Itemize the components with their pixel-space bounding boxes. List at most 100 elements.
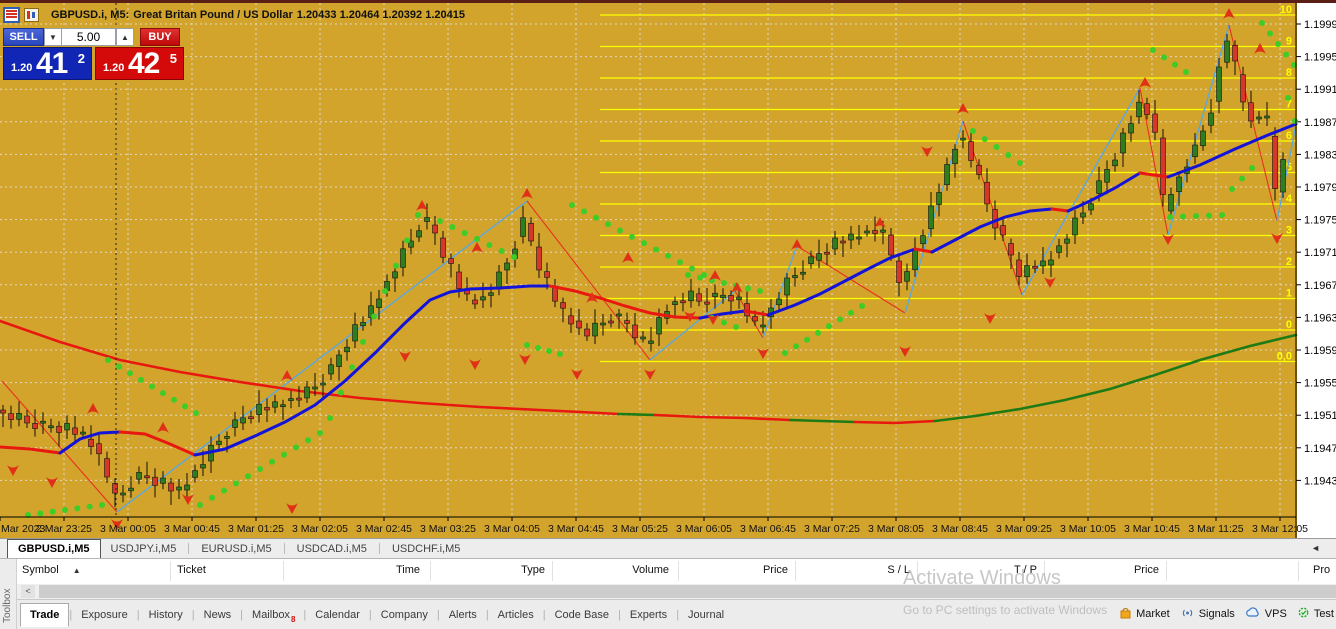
quotes-table-icon[interactable] bbox=[3, 7, 20, 23]
fractal-arrows-layer bbox=[7, 8, 1283, 530]
chart-tab-usdcad-i-m5[interactable]: USDCAD.i,M5 bbox=[296, 542, 367, 555]
svg-text:1.19510: 1.19510 bbox=[1304, 410, 1336, 422]
status-bar-items: Market Signals VPS Test bbox=[1119, 599, 1334, 629]
toolbox-tab-mailbox[interactable]: Mailbox 8 bbox=[252, 609, 296, 624]
toolbox-tab-exposure[interactable]: Exposure bbox=[81, 609, 128, 621]
trade-table-header: Symbol ▲ Ticket Time Type Volume Price S / L T /… bbox=[17, 559, 1336, 585]
scrollbar-thumb[interactable] bbox=[39, 585, 1336, 598]
volume-dropdown-button[interactable]: ▼ bbox=[44, 28, 62, 46]
status-signals[interactable]: Signals bbox=[1180, 607, 1235, 622]
column-header-pro[interactable]: Pro bbox=[1313, 564, 1331, 576]
column-divider bbox=[917, 561, 918, 581]
horizontal-scrollbar[interactable]: < bbox=[17, 584, 1336, 599]
svg-text:9: 9 bbox=[1286, 36, 1292, 48]
chart-tabs-scroll-icon[interactable]: ◄ bbox=[1311, 543, 1320, 553]
tab-separator bbox=[283, 543, 285, 554]
svg-text:1.19550: 1.19550 bbox=[1304, 378, 1336, 390]
chart-tab-gbpusd-i-m5[interactable]: GBPUSD.i,M5 bbox=[7, 539, 101, 558]
toolbox-tab-bar: Trade | Exposure | History | News | Mailbox 8 | Cal… bbox=[17, 599, 1336, 629]
status-label: Signals bbox=[1198, 608, 1235, 620]
toolbox-tab-company[interactable]: Company bbox=[380, 609, 428, 621]
chart-tab-usdchf-i-m5[interactable]: USDCHF.i,M5 bbox=[391, 542, 461, 555]
tab-separator: | bbox=[136, 609, 140, 621]
column-header-symbol[interactable]: Symbol ▲ bbox=[22, 564, 81, 576]
status-vps[interactable]: VPS bbox=[1245, 606, 1287, 622]
status-market[interactable]: Market bbox=[1119, 606, 1170, 622]
svg-text:1.19790: 1.19790 bbox=[1304, 182, 1336, 194]
tab-separator bbox=[378, 543, 380, 554]
svg-text:5: 5 bbox=[1286, 162, 1292, 174]
status-label: Market bbox=[1136, 608, 1170, 620]
svg-text:7: 7 bbox=[1286, 99, 1292, 111]
toolbox-tab-trade[interactable]: Trade bbox=[20, 603, 70, 627]
chart-canvas[interactable]: 1.19990 1.19950 1.19910 1.19870 1.19830 1.197… bbox=[0, 3, 1336, 538]
toolbox-tab-experts[interactable]: Experts bbox=[629, 609, 668, 621]
market-bag-icon bbox=[1119, 606, 1132, 622]
toolbox-side-strip[interactable]: Toolbox bbox=[0, 559, 17, 629]
toolbox-tab-articles[interactable]: Articles bbox=[497, 609, 534, 621]
svg-text:Mar 2023: Mar 2023 bbox=[1, 523, 46, 535]
tab-separator: | bbox=[485, 609, 489, 621]
svg-text:1.19950: 1.19950 bbox=[1304, 52, 1336, 64]
column-header-t-p[interactable]: T / P bbox=[1013, 564, 1037, 576]
column-divider bbox=[552, 561, 553, 581]
column-header-s-l[interactable]: S / L bbox=[887, 564, 910, 576]
column-header-type[interactable]: Type bbox=[521, 564, 545, 576]
svg-text:3 Mar 03:25: 3 Mar 03:25 bbox=[420, 523, 476, 535]
sell-price-sup: 2 bbox=[77, 51, 85, 66]
buy-button[interactable]: BUY bbox=[140, 28, 180, 46]
column-divider bbox=[1166, 561, 1167, 581]
svg-text:3 Mar 06:45: 3 Mar 06:45 bbox=[740, 523, 796, 535]
svg-text:3 Mar 01:25: 3 Mar 01:25 bbox=[228, 523, 284, 535]
column-header-time[interactable]: Time bbox=[395, 564, 420, 576]
toolbox-vertical-label: Toolbox bbox=[2, 588, 13, 623]
toolbox-tab-journal[interactable]: Journal bbox=[688, 609, 725, 621]
column-header-price[interactable]: Price bbox=[1133, 564, 1159, 576]
column-header-volume[interactable]: Volume bbox=[632, 564, 669, 576]
svg-text:3 Mar 08:45: 3 Mar 08:45 bbox=[932, 523, 988, 535]
tab-separator bbox=[188, 543, 190, 554]
tab-separator: | bbox=[676, 609, 680, 621]
svg-text:0: 0 bbox=[1286, 319, 1292, 331]
column-divider bbox=[430, 561, 431, 581]
svg-text:3 Mar 05:25: 3 Mar 05:25 bbox=[612, 523, 668, 535]
column-header-ticket[interactable]: Ticket bbox=[177, 564, 206, 576]
svg-text:8: 8 bbox=[1286, 67, 1292, 79]
sell-price-small: 1.20 bbox=[11, 62, 33, 74]
toolbox-panel: Toolbox Symbol ▲ Ticket Time Type Volume Price… bbox=[0, 559, 1336, 629]
sell-button[interactable]: SELL bbox=[3, 28, 44, 46]
quote-bar: GBPUSD.i, M5: Great Britan Pound / US Do… bbox=[3, 7, 465, 23]
svg-text:1.19430: 1.19430 bbox=[1304, 475, 1336, 487]
chart-tab-usdjpy-i-m5[interactable]: USDJPY.i,M5 bbox=[110, 542, 177, 555]
tab-separator: | bbox=[240, 609, 244, 621]
volume-input[interactable] bbox=[62, 28, 116, 46]
sell-price-big: 41 bbox=[36, 47, 68, 80]
toolbox-tab-news[interactable]: News bbox=[203, 609, 232, 621]
toolbox-tab-code-base[interactable]: Code Base bbox=[554, 609, 610, 621]
status-label: Test bbox=[1313, 608, 1334, 620]
svg-text:6: 6 bbox=[1286, 130, 1292, 142]
svg-text:3 Mar 08:05: 3 Mar 08:05 bbox=[868, 523, 924, 535]
svg-text:1.19750: 1.19750 bbox=[1304, 215, 1336, 227]
toolbox-tab-alerts[interactable]: Alerts bbox=[448, 609, 477, 621]
scrollbar-left-arrow-icon[interactable]: < bbox=[21, 585, 35, 598]
toolbox-tab-calendar[interactable]: Calendar bbox=[315, 609, 360, 621]
toolbox-tab-history[interactable]: History bbox=[148, 609, 183, 621]
sell-price-panel[interactable]: 1.20 41 2 bbox=[3, 47, 92, 80]
svg-text:3 Mar 12:05: 3 Mar 12:05 bbox=[1252, 523, 1308, 535]
one-click-trading-panel: SELL ▼ ▲ BUY 1.20 41 2 1.20 42 5 bbox=[3, 28, 187, 80]
svg-text:1.19830: 1.19830 bbox=[1304, 149, 1336, 161]
symbol-description: Great Britan Pound / US Dollar bbox=[133, 9, 293, 21]
candle-chart-icon[interactable] bbox=[24, 8, 39, 22]
column-header-price[interactable]: Price bbox=[762, 564, 788, 576]
buy-price-big: 42 bbox=[128, 47, 160, 80]
svg-text:1.19630: 1.19630 bbox=[1304, 312, 1336, 324]
volume-up-button[interactable]: ▲ bbox=[116, 28, 134, 46]
status-test[interactable]: Test bbox=[1297, 606, 1334, 622]
svg-text:3 Mar 02:05: 3 Mar 02:05 bbox=[292, 523, 348, 535]
chart-tab-eurusd-i-m5[interactable]: EURUSD.i,M5 bbox=[201, 542, 272, 555]
column-divider bbox=[170, 561, 171, 581]
sort-ascending-icon: ▲ bbox=[72, 566, 81, 575]
svg-text:3 Mar 09:25: 3 Mar 09:25 bbox=[996, 523, 1052, 535]
buy-price-panel[interactable]: 1.20 42 5 bbox=[95, 47, 184, 80]
